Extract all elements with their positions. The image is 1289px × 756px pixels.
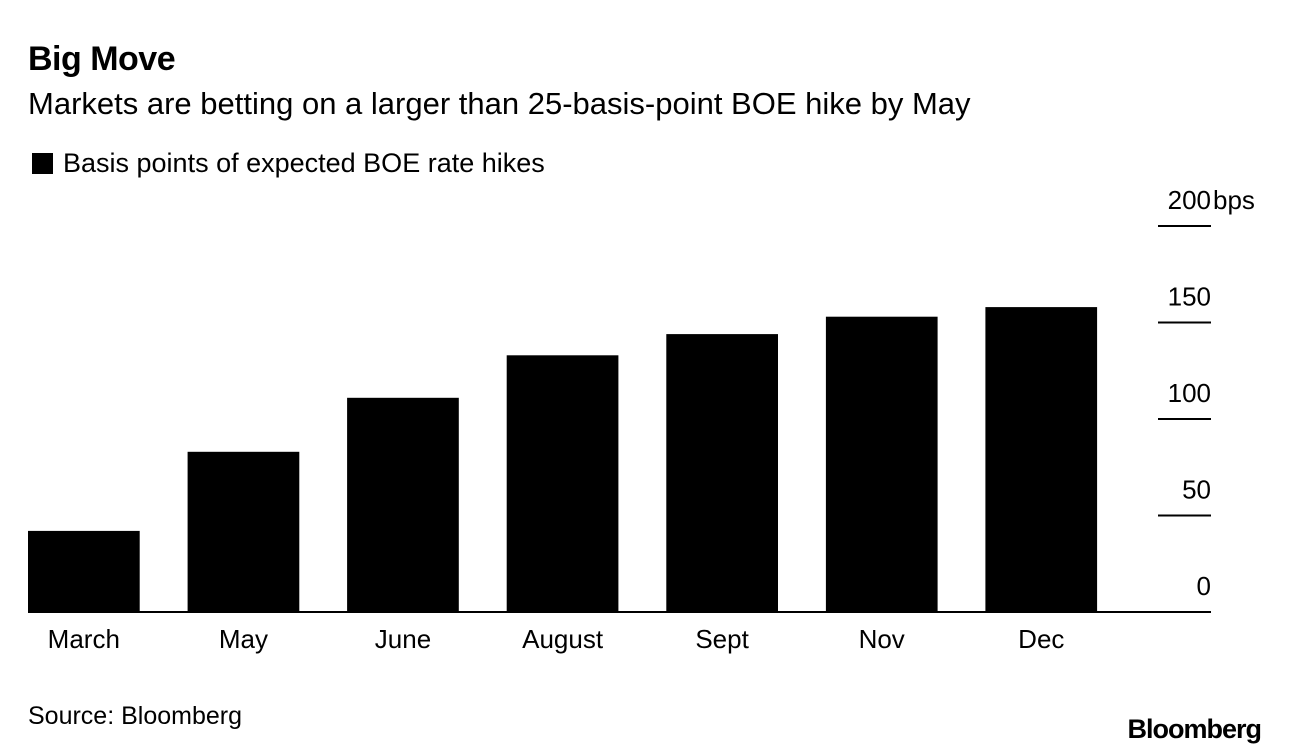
x-tick-label: Dec [1018, 624, 1064, 654]
bar-sept [666, 334, 778, 612]
legend-label: Basis points of expected BOE rate hikes [63, 148, 545, 178]
x-tick-label: May [219, 624, 268, 654]
bars-group [28, 307, 1098, 612]
y-tick-label: 0 [1197, 571, 1211, 601]
x-axis: March May June August Sept Nov Dec [28, 611, 1211, 654]
bloomberg-logo: Bloomberg [1127, 714, 1262, 744]
x-tick-label: June [375, 624, 431, 654]
bar-march [28, 530, 140, 612]
source-note: Source: Bloomberg [28, 702, 243, 730]
bar-may [187, 451, 300, 612]
bar-chart: 0 50 100 150 200 bps March May June August Sept No… [28, 185, 1255, 654]
y-unit-label: bps [1213, 185, 1255, 215]
bar-august [506, 355, 619, 612]
y-tick-label: 50 [1182, 475, 1211, 505]
bar-dec [985, 307, 1098, 612]
y-axis: 0 50 100 150 200 bps [1158, 185, 1255, 601]
x-tick-label: March [48, 624, 120, 654]
x-tick-label: Nov [859, 624, 905, 654]
bar-nov [825, 316, 938, 612]
y-tick-label: 100 [1168, 378, 1211, 408]
chart-title: Big Move [28, 40, 176, 78]
y-tick-label: 200 [1168, 185, 1211, 215]
y-tick-label: 150 [1168, 282, 1211, 312]
x-tick-label: Sept [695, 624, 749, 654]
legend-swatch [32, 153, 53, 174]
chart-subtitle: Markets are betting on a larger than 25-… [28, 86, 971, 121]
bar-june [347, 397, 459, 612]
x-tick-label: August [522, 624, 604, 654]
legend: Basis points of expected BOE rate hikes [32, 148, 545, 179]
